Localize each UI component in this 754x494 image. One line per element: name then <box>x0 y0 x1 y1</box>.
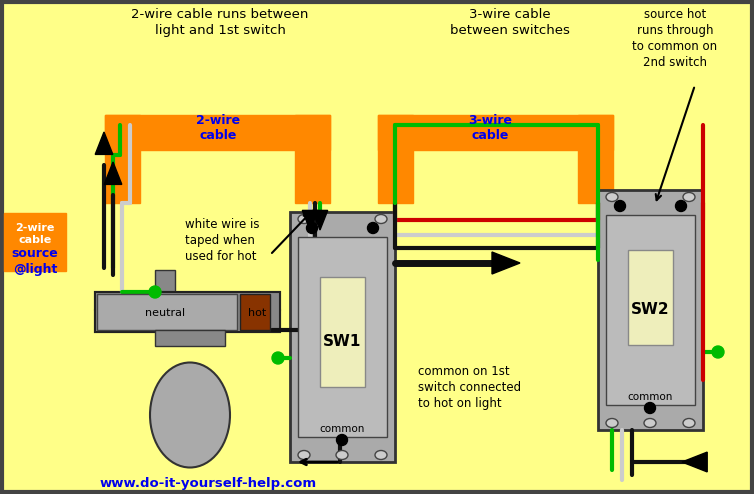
Bar <box>290 212 395 462</box>
Ellipse shape <box>644 418 656 427</box>
Bar <box>606 215 695 405</box>
Polygon shape <box>492 252 520 274</box>
Ellipse shape <box>298 451 310 459</box>
Bar <box>378 115 613 150</box>
Bar <box>4 213 66 271</box>
Bar <box>155 330 225 346</box>
Text: 2-wire
cable: 2-wire cable <box>196 114 240 142</box>
Bar <box>295 115 330 203</box>
Polygon shape <box>104 162 122 184</box>
Bar <box>105 115 140 203</box>
Ellipse shape <box>375 451 387 459</box>
Text: www.do-it-yourself-help.com: www.do-it-yourself-help.com <box>100 477 317 490</box>
Text: common: common <box>627 392 673 402</box>
Ellipse shape <box>606 193 618 202</box>
Polygon shape <box>312 210 328 230</box>
Bar <box>155 270 175 292</box>
Text: white wire is
taped when
used for hot: white wire is taped when used for hot <box>185 218 259 263</box>
Text: 3-wire
cable: 3-wire cable <box>468 114 512 142</box>
Ellipse shape <box>683 193 695 202</box>
Bar <box>95 292 280 332</box>
Ellipse shape <box>336 451 348 459</box>
Polygon shape <box>682 452 707 472</box>
Bar <box>240 294 270 330</box>
Bar <box>97 294 237 330</box>
Text: 3-wire cable
between switches: 3-wire cable between switches <box>450 8 570 37</box>
Text: common: common <box>319 424 365 434</box>
Polygon shape <box>95 132 113 155</box>
Bar <box>320 277 365 387</box>
Bar <box>378 115 413 203</box>
Ellipse shape <box>615 201 626 211</box>
Ellipse shape <box>298 214 310 223</box>
Text: SW2: SW2 <box>630 302 670 318</box>
Text: SW1: SW1 <box>323 334 361 349</box>
Ellipse shape <box>149 286 161 298</box>
Bar <box>598 190 703 430</box>
Bar <box>628 250 673 345</box>
Text: hot: hot <box>248 308 266 318</box>
Ellipse shape <box>306 222 317 234</box>
Ellipse shape <box>375 214 387 223</box>
Ellipse shape <box>676 201 686 211</box>
Text: 2-wire
cable: 2-wire cable <box>15 223 55 246</box>
Text: common on 1st
switch connected
to hot on light: common on 1st switch connected to hot on… <box>418 365 521 410</box>
Bar <box>298 237 387 437</box>
Ellipse shape <box>645 403 655 413</box>
Text: 2-wire cable runs between
light and 1st switch: 2-wire cable runs between light and 1st … <box>131 8 308 37</box>
Ellipse shape <box>272 352 284 364</box>
Ellipse shape <box>712 346 724 358</box>
Ellipse shape <box>606 418 618 427</box>
Ellipse shape <box>367 222 379 234</box>
Text: source
@light: source @light <box>11 247 58 276</box>
Text: source hot
runs through
to common on
2nd switch: source hot runs through to common on 2nd… <box>633 8 718 69</box>
Bar <box>95 310 280 332</box>
Ellipse shape <box>683 418 695 427</box>
Ellipse shape <box>150 363 230 467</box>
Text: neutral: neutral <box>145 308 185 318</box>
Bar <box>578 115 613 203</box>
Bar <box>105 115 330 150</box>
Ellipse shape <box>336 435 348 446</box>
Polygon shape <box>302 210 317 230</box>
Bar <box>95 292 280 310</box>
